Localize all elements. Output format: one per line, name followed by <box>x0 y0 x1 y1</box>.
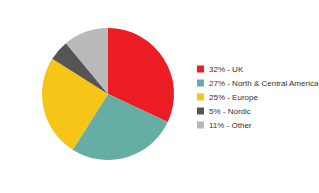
svg-text:27% - North & Central America: 27% - North & Central America <box>209 79 319 88</box>
svg-text:25% - Europe: 25% - Europe <box>209 93 258 102</box>
svg-text:5% - Nordic: 5% - Nordic <box>209 107 251 116</box>
svg-text:11% - Other: 11% - Other <box>209 121 252 130</box>
svg-text:32% - UK: 32% - UK <box>209 65 244 74</box>
